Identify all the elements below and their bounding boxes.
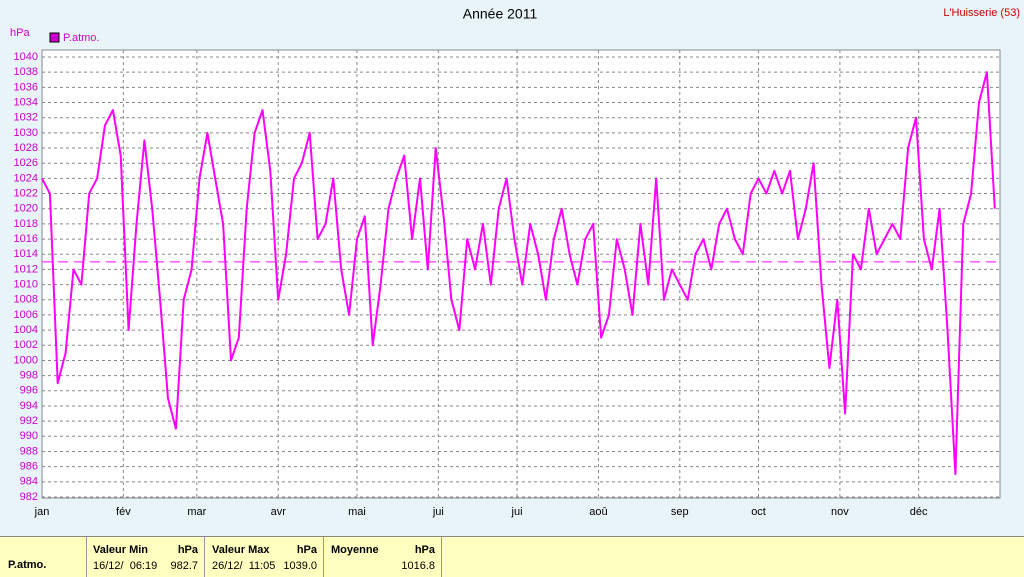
x-tick-label: aoû: [589, 506, 607, 518]
y-tick-label: 1010: [14, 278, 38, 290]
y-tick-label: 1020: [14, 203, 38, 215]
y-tick-label: 1026: [14, 157, 38, 169]
header: Moyenne: [331, 544, 379, 556]
y-tick-label: 1032: [14, 112, 38, 124]
y-tick-label: 1024: [14, 172, 38, 184]
y-tick-label: 1030: [14, 127, 38, 139]
header: Valeur Min: [93, 544, 149, 556]
chart: Année 2011 L'Huisserie (53) hPa P.atmo. …: [10, 6, 1020, 518]
y-tick-label: 994: [20, 400, 38, 412]
y-tick-label: 1028: [14, 142, 38, 154]
y-tick-label: 986: [20, 461, 38, 473]
unit: hPa: [414, 544, 435, 556]
y-tick-label: 982: [20, 491, 38, 503]
y-tick-label: 1004: [14, 324, 38, 336]
date: 26/12/ 11:05: [212, 560, 276, 572]
y-tick-label: 1018: [14, 218, 38, 230]
x-tick-label: jui: [432, 506, 444, 518]
x-tick-label: déc: [910, 506, 928, 518]
unit: hPa: [296, 544, 317, 556]
x-tick-label: mai: [348, 506, 366, 518]
min-cell: Valeur Min hPa 16/12/ 06:19 982.7: [86, 537, 205, 577]
value: 1016.8: [401, 560, 435, 572]
y-tick-label: 1022: [14, 187, 38, 199]
y-tick-label: 1036: [14, 81, 38, 93]
x-tick-label: avr: [271, 506, 287, 518]
date: 16/12/ 06:19: [93, 560, 158, 572]
y-tick-label: 1008: [14, 294, 38, 306]
unit: hPa: [177, 544, 198, 556]
mean-cell: Moyenne hPa 1016.8: [324, 537, 442, 577]
y-axis-label: hPa: [10, 27, 30, 39]
y-tick-label: 1002: [14, 339, 38, 351]
chart-title: Année 2011: [463, 6, 538, 22]
y-tick-label: 1016: [14, 233, 38, 245]
y-tick-label: 990: [20, 430, 38, 442]
stats-bar: P.atmo. Valeur Min hPa 16/12/ 06:19 982.…: [0, 536, 1024, 577]
data-line: [41, 71, 996, 476]
y-tick-label: 988: [20, 445, 38, 457]
y-tick-label: 1000: [14, 354, 38, 366]
max-cell: Valeur Max hPa 26/12/ 11:05 1039.0: [205, 537, 324, 577]
location: L'Huisserie (53): [943, 7, 1020, 19]
x-tick-label: jui: [511, 506, 523, 518]
y-tick-label: 1038: [14, 66, 38, 78]
header: Valeur Max: [212, 544, 270, 556]
row-cell: P.atmo.: [0, 537, 87, 577]
y-tick-label: 1012: [14, 263, 38, 275]
x-tick-label: jan: [34, 506, 50, 518]
x-tick-label: fév: [116, 506, 131, 518]
y-tick-label: 1040: [14, 51, 38, 63]
y-tick-label: 1006: [14, 309, 38, 321]
y-tick-label: 1034: [14, 96, 38, 108]
x-tick-label: oct: [751, 506, 766, 518]
legend-label: P.atmo.: [63, 32, 100, 44]
y-tick-label: 992: [20, 415, 38, 427]
y-tick-label: 998: [20, 370, 38, 382]
y-tick-label: 1014: [14, 248, 38, 260]
x-tick-label: mar: [187, 506, 206, 518]
x-tick-label: nov: [831, 506, 849, 518]
legend-swatch: [49, 32, 60, 43]
y-tick-label: 996: [20, 385, 38, 397]
y-tick-label: 984: [20, 476, 38, 488]
value: 1039.0: [283, 560, 317, 572]
x-tick-label: sep: [671, 506, 689, 518]
value: 982.7: [170, 560, 198, 572]
row-label: P.atmo.: [8, 559, 47, 571]
